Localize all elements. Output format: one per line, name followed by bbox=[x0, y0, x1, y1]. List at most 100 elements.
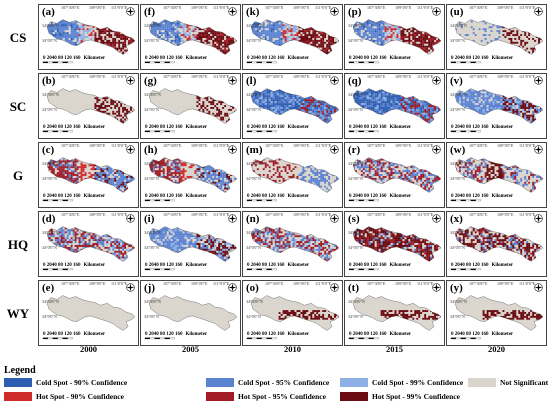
panel-label: (i) bbox=[144, 213, 154, 225]
latitude-tick: 34°0'0"N bbox=[348, 38, 363, 43]
map-panel: (t) 107°30'0"E 109°0'0"E 111°0'0"E 34°30'0"N… bbox=[344, 280, 445, 346]
legend-label: Hot Spot - 99% Confidence bbox=[372, 392, 460, 401]
longitude-tick: 111°0'0"E bbox=[213, 212, 229, 217]
scale-bar-numbers: 0 2040 80 120 160 bbox=[247, 56, 285, 61]
panel-label: (t) bbox=[348, 282, 359, 294]
scale-bar-segment bbox=[470, 268, 476, 271]
scale-bar-unit: Kilometer bbox=[288, 125, 310, 130]
basin-map bbox=[144, 226, 238, 271]
panel-label: (d) bbox=[42, 213, 55, 225]
scale-bar-segment bbox=[266, 61, 272, 64]
scale-bar-segment bbox=[251, 199, 257, 202]
row-label-wy: WY bbox=[0, 306, 36, 322]
scale-bar-segment bbox=[144, 199, 151, 202]
longitude-tick: 111°0'0"E bbox=[417, 5, 433, 10]
scale-bar-segment bbox=[154, 61, 160, 64]
scale-bar-unit: Kilometer bbox=[288, 332, 310, 337]
legend-label: Hot Spot - 95% Confidence bbox=[238, 392, 326, 401]
scale-bar-segment bbox=[246, 61, 253, 64]
scale-bar-segment bbox=[455, 130, 461, 133]
scale-bar-segment bbox=[67, 61, 73, 64]
scale-bar: 0 2040 80 120 160 Kilometer bbox=[349, 125, 411, 130]
map-panel: (g) 107°30'0"E 109°0'0"E 111°0'0"E 34°30'0"N… bbox=[140, 73, 241, 139]
scale-bar-numbers: 0 2040 80 120 160 bbox=[349, 332, 387, 337]
scale-bar-segment bbox=[52, 61, 58, 64]
latitude-tick: 34°30'0"N bbox=[450, 230, 467, 235]
north-arrow-icon bbox=[432, 214, 441, 223]
scale-bar-segment bbox=[363, 268, 369, 271]
legend-item: Cold Spot - 90% Confidence bbox=[4, 377, 127, 387]
longitude-tick: 109°0'0"E bbox=[497, 143, 513, 148]
scale-bar-unit: Kilometer bbox=[186, 332, 208, 337]
longitude-tick: 109°0'0"E bbox=[191, 212, 207, 217]
scale-bar-segment bbox=[450, 268, 457, 271]
scale-bar-segment bbox=[169, 61, 175, 64]
scale-bar-segment bbox=[57, 61, 63, 64]
scale-bar: 0 2040 80 120 160 Kilometer bbox=[43, 263, 105, 268]
scale-bar-segment bbox=[256, 199, 262, 202]
scale-bar-segment bbox=[475, 130, 481, 133]
scale-bar-segment bbox=[169, 337, 175, 340]
scale-bar-unit: Kilometer bbox=[492, 263, 514, 268]
scale-bar: 0 2040 80 120 160 Kilometer bbox=[43, 332, 105, 337]
north-arrow-icon bbox=[330, 214, 339, 223]
north-arrow-icon bbox=[534, 7, 543, 16]
scale-bar-segment bbox=[368, 268, 374, 271]
scale-bar-segment bbox=[271, 199, 277, 202]
scale-bar-numbers: 0 2040 80 120 160 bbox=[43, 56, 81, 61]
latitude-tick: 34°30'0"N bbox=[246, 299, 263, 304]
scale-bar-segment bbox=[358, 337, 364, 340]
longitude-tick: 109°0'0"E bbox=[497, 74, 513, 79]
scale-bar-segment bbox=[251, 61, 257, 64]
scale-bar-segment bbox=[358, 130, 364, 133]
map-panel: (q) 107°30'0"E 109°0'0"E 111°0'0"E 34°30'0"N… bbox=[344, 73, 445, 139]
scale-bar-segment bbox=[256, 337, 262, 340]
map-panel: (h) 107°30'0"E 109°0'0"E 111°0'0"E 34°30'0"N… bbox=[140, 142, 241, 208]
scale-bar-segment bbox=[42, 130, 49, 133]
year-label: 2020 bbox=[472, 344, 522, 354]
scale-bar-unit: Kilometer bbox=[390, 125, 412, 130]
latitude-tick: 34°30'0"N bbox=[246, 230, 263, 235]
basin-map bbox=[42, 19, 136, 64]
basin-map bbox=[348, 226, 442, 271]
longitude-tick: 107°30'0"E bbox=[61, 281, 79, 286]
longitude-tick: 109°0'0"E bbox=[497, 5, 513, 10]
scale-bar-segment bbox=[52, 337, 58, 340]
north-arrow-icon bbox=[228, 7, 237, 16]
latitude-tick: 34°30'0"N bbox=[144, 230, 161, 235]
scale-bar-segment bbox=[52, 199, 58, 202]
scale-bar-numbers: 0 2040 80 120 160 bbox=[43, 194, 81, 199]
scale-bar-segment bbox=[164, 337, 170, 340]
basin-map bbox=[144, 295, 238, 340]
scale-bar-segment bbox=[348, 130, 355, 133]
scale-bar-segment bbox=[266, 130, 272, 133]
scale-bar: 0 2040 80 120 160 Kilometer bbox=[349, 56, 411, 61]
scale-bar-unit: Kilometer bbox=[288, 56, 310, 61]
legend-item: Not Significant bbox=[468, 377, 548, 387]
scale-bar: 0 2040 80 120 160 Kilometer bbox=[145, 194, 207, 199]
scale-bar-segment bbox=[52, 268, 58, 271]
panel-label: (m) bbox=[246, 144, 263, 156]
legend-label: Hot Spot - 90% Confidence bbox=[36, 392, 124, 401]
scale-bar-segment bbox=[271, 61, 277, 64]
longitude-tick: 111°0'0"E bbox=[213, 281, 229, 286]
scale-bar-segment bbox=[169, 268, 175, 271]
basin-map bbox=[348, 295, 442, 340]
basin-map bbox=[42, 157, 136, 202]
scale-bar-unit: Kilometer bbox=[84, 332, 106, 337]
scale-bar-segment bbox=[353, 268, 359, 271]
scale-bar-segment bbox=[373, 268, 379, 271]
scale-bar-segment bbox=[261, 199, 267, 202]
scale-bar-segment bbox=[455, 61, 461, 64]
scale-bar-segment bbox=[149, 61, 155, 64]
longitude-tick: 107°30'0"E bbox=[469, 281, 487, 286]
north-arrow-icon bbox=[228, 76, 237, 85]
scale-bar-segment bbox=[256, 130, 262, 133]
scale-bar-segment bbox=[358, 61, 364, 64]
legend-item: Cold Spot - 99% Confidence bbox=[340, 377, 463, 387]
longitude-tick: 107°30'0"E bbox=[61, 143, 79, 148]
scale-bar-numbers: 0 2040 80 120 160 bbox=[43, 332, 81, 337]
panel-label: (r) bbox=[348, 144, 360, 156]
row-label-cs: CS bbox=[0, 30, 36, 46]
longitude-tick: 107°30'0"E bbox=[265, 212, 283, 217]
